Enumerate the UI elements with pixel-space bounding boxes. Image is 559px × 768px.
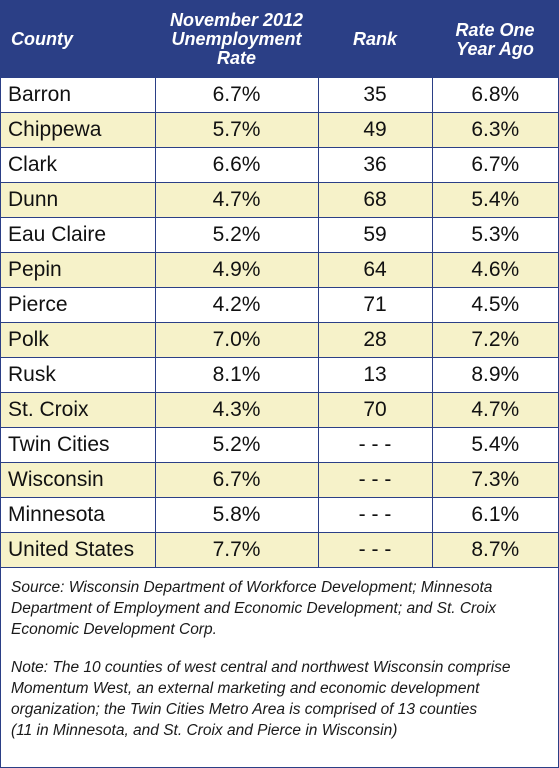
header-prior-line-1: Rate One [455,19,535,40]
prior-rate-cell: 5.3% [432,217,558,253]
note-line-3: organization; the Twin Cities Metro Area… [11,701,478,718]
rate-cell: 4.3% [155,392,319,428]
rank-cell: 68 [318,182,433,218]
note-line-2: Momentum West, an external marketing and… [11,680,480,697]
rank-cell: 64 [318,252,433,288]
prior-rate-cell: 4.5% [432,287,558,323]
rank-cell: 59 [318,217,433,253]
header-prior-line-2: Year Ago [456,38,534,59]
rate-cell: 6.7% [155,78,319,113]
header-unemployment-rate: November 2012 Unemployment Rate [155,1,318,78]
rate-cell: 6.7% [155,462,319,498]
prior-rate-cell: 6.3% [432,112,558,148]
source-line-3: Economic Development Corp. [11,621,217,638]
prior-rate-cell: 6.7% [432,147,558,183]
note-line-1: Note: The 10 counties of west central an… [11,659,511,676]
county-cell: Clark [1,147,156,183]
table-row: Rusk 8.1% 13 8.9% [1,357,558,393]
table-row: St. Croix 4.3% 70 4.7% [1,392,558,428]
header-rate-one-year-ago: Rate One Year Ago [432,1,558,78]
header-rate-line-2: Unemployment [171,29,302,49]
footnotes: Source: Wisconsin Department of Workforc… [1,568,558,741]
county-cell: Minnesota [1,497,156,533]
county-cell: Dunn [1,182,156,218]
county-cell: Rusk [1,357,156,393]
table-row: Wisconsin 6.7% - - -7.3% [1,462,558,498]
county-cell: Barron [1,78,156,113]
source-line-1: Source: Wisconsin Department of Workforc… [11,579,493,596]
county-cell: Twin Cities [1,427,156,463]
prior-rate-cell: 5.4% [432,427,558,463]
table-row: Barron 6.7% 35 6.8% [1,78,558,113]
county-cell: Wisconsin [1,462,156,498]
rate-cell: 5.2% [155,427,319,463]
rank-cell: 35 [318,78,433,113]
rank-cell: 49 [318,112,433,148]
county-cell: Pierce [1,287,156,323]
rank-cell: - - - [318,427,433,463]
rate-cell: 5.8% [155,497,319,533]
source-line-2: Department of Employment and Economic De… [11,600,497,617]
table-body: Barron 6.7% 35 6.8% Chippewa 5.7% 49 6.3% Clark 6… [1,78,558,568]
prior-rate-cell: 4.7% [432,392,558,428]
prior-rate-cell: 6.1% [432,497,558,533]
table-row: Pepin 4.9% 64 4.6% [1,252,558,288]
source-note: Source: Wisconsin Department of Workforc… [11,577,548,640]
rank-cell: 71 [318,287,433,323]
explanatory-note: Note: The 10 counties of west central an… [11,657,548,741]
rate-cell: 6.6% [155,147,319,183]
table-row: Chippewa 5.7% 49 6.3% [1,112,558,148]
table-row: Dunn 4.7% 68 5.4% [1,182,558,218]
rate-cell: 5.2% [155,217,319,253]
county-cell: United States [1,532,156,568]
table-row: Clark 6.6% 36 6.7% [1,147,558,183]
prior-rate-cell: 6.8% [432,78,558,113]
rate-cell: 4.7% [155,182,319,218]
rate-cell: 7.7% [155,532,319,568]
county-cell: Chippewa [1,112,156,148]
table-row: Pierce 4.2% 71 4.5% [1,287,558,323]
header-rank: Rank [318,1,432,78]
table-row: Minnesota 5.8% - - -6.1% [1,497,558,533]
table-row: United States 7.7% - - -8.7% [1,532,558,568]
prior-rate-cell: 8.9% [432,357,558,393]
rate-cell: 8.1% [155,357,319,393]
header-county: County [1,1,155,78]
county-cell: Polk [1,322,156,358]
prior-rate-cell: 4.6% [432,252,558,288]
rank-cell: 70 [318,392,433,428]
rate-cell: 4.2% [155,287,319,323]
prior-rate-cell: 8.7% [432,532,558,568]
prior-rate-cell: 7.3% [432,462,558,498]
table-row: Polk 7.0% 28 7.2% [1,322,558,358]
rate-cell: 5.7% [155,112,319,148]
rank-cell: 36 [318,147,433,183]
prior-rate-cell: 5.4% [432,182,558,218]
rank-cell: - - - [318,532,433,568]
header-row: County November 2012 Unemployment Rate R… [1,1,558,78]
table-row: Twin Cities 5.2% - - -5.4% [1,427,558,463]
rank-cell: - - - [318,462,433,498]
unemployment-table: County November 2012 Unemployment Rate R… [1,1,558,568]
rate-cell: 4.9% [155,252,319,288]
note-line-4: (11 in Minnesota, and St. Croix and Pier… [11,722,398,739]
prior-rate-cell: 7.2% [432,322,558,358]
rank-cell: 28 [318,322,433,358]
rate-cell: 7.0% [155,322,319,358]
rank-cell: - - - [318,497,433,533]
header-rate-line-3: Rate [216,48,256,68]
table-row: Eau Claire 5.2% 59 5.3% [1,217,558,253]
rank-cell: 13 [318,357,433,393]
county-cell: Pepin [1,252,156,288]
county-cell: Eau Claire [1,217,156,253]
county-cell: St. Croix [1,392,156,428]
header-rate-line-1: November 2012 [169,10,304,30]
